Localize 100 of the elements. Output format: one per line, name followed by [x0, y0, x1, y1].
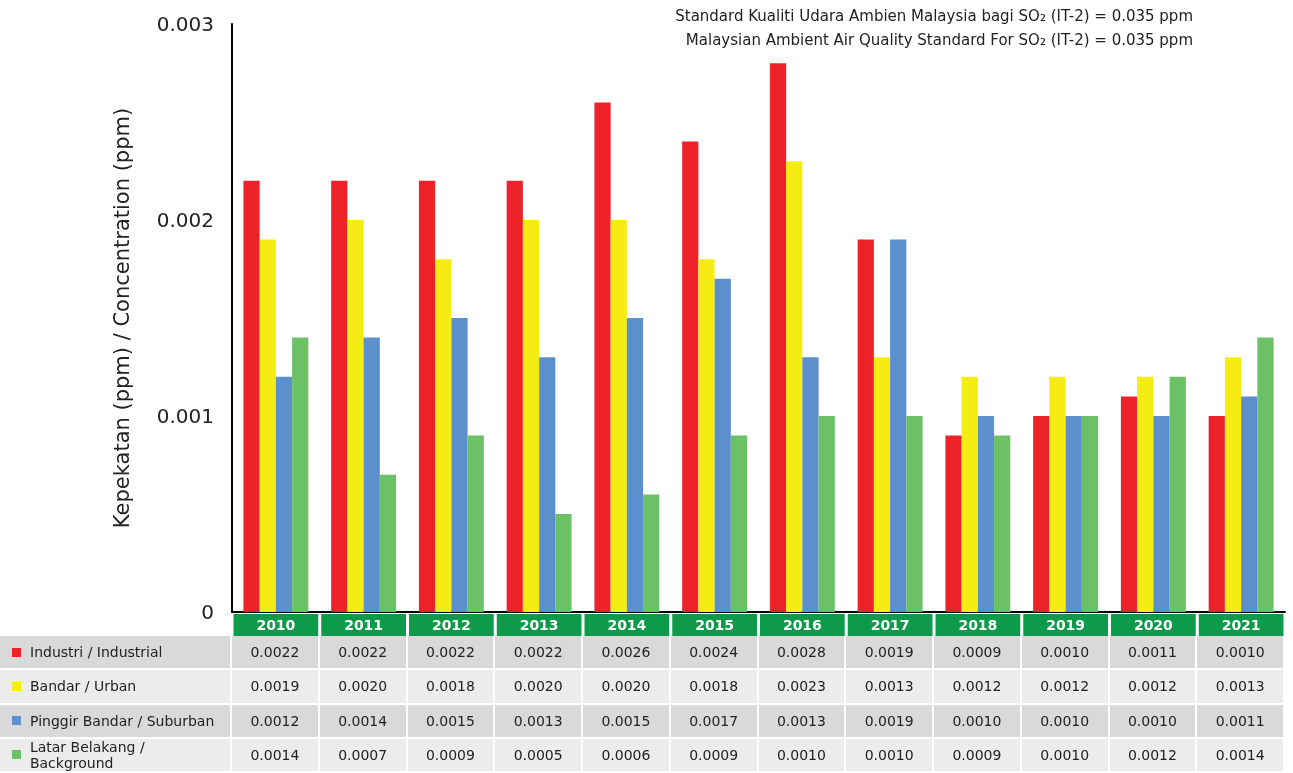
data-label: 0.0013 [1197, 670, 1285, 703]
data-label: 0.0010 [1109, 704, 1198, 737]
x-tick-label: 2017 [870, 617, 910, 633]
data-label: 0.0014 [232, 738, 320, 771]
bar [1169, 376, 1186, 612]
y-tick-label: 0 [201, 600, 214, 624]
bar [275, 376, 293, 612]
x-tick-label: 2016 [782, 617, 822, 633]
bar [890, 239, 907, 612]
x-tick-label: 2010 [256, 617, 296, 633]
x-tick-label: 2014 [607, 617, 647, 633]
x-tick-label: 2013 [519, 617, 559, 633]
bar [1033, 416, 1050, 612]
data-label: 0.0020 [319, 670, 408, 703]
bar [802, 357, 819, 612]
x-tick-label: 2018 [958, 617, 998, 633]
bar [506, 180, 523, 612]
bar [539, 357, 556, 612]
bar [1049, 376, 1066, 612]
bar [857, 239, 874, 612]
bar [1065, 416, 1082, 612]
data-label: 0.0010 [1021, 738, 1110, 771]
bar [643, 494, 660, 612]
x-tick-label: 2020 [1133, 617, 1174, 633]
data-label: 0.0022 [232, 636, 320, 669]
data-label: 0.0019 [846, 636, 934, 669]
data-label: 0.0022 [319, 636, 408, 669]
bar [1137, 376, 1154, 612]
bar [698, 259, 715, 612]
data-label: 0.0026 [583, 636, 671, 669]
bar [594, 102, 611, 612]
data-label: 0.0018 [407, 670, 496, 703]
bar [610, 220, 627, 612]
data-label: 0.0022 [407, 636, 496, 669]
x-tick-label: 2019 [1046, 617, 1086, 633]
data-label: 0.0009 [934, 738, 1022, 771]
bar [259, 239, 276, 612]
data-label: 0.0020 [495, 670, 583, 703]
bar [682, 141, 699, 612]
y-tick-label: 0.001 [156, 404, 214, 428]
annotation: Standard Kualiti Udara Ambien Malaysia bagi SO₂ (IT-2) = 0.035 ppm [675, 6, 1193, 25]
data-label: 0.0015 [407, 704, 496, 737]
data-label: 0.0017 [670, 704, 759, 737]
data-label: 0.0006 [583, 738, 671, 771]
bar [1224, 357, 1242, 612]
data-label: 0.0014 [1197, 738, 1285, 771]
data-label: 0.0011 [1109, 636, 1198, 669]
data-label: 0.0028 [758, 636, 847, 669]
bar [626, 318, 644, 612]
bar [769, 63, 787, 612]
y-tick-label: 0.002 [156, 208, 214, 232]
data-label: 0.0018 [670, 670, 759, 703]
data-label: 0.0010 [1021, 636, 1110, 669]
data-label: 0.0019 [232, 670, 320, 703]
data-label: 0.0015 [583, 704, 671, 737]
data-label: 0.0009 [670, 738, 759, 771]
bar [945, 435, 962, 612]
data-label: 0.0011 [1197, 704, 1285, 737]
data-label: 0.0009 [934, 636, 1022, 669]
bar [714, 278, 731, 612]
legend-label: Industri / Industrial [30, 644, 163, 661]
data-label: 0.0013 [758, 704, 847, 737]
bar [786, 161, 803, 612]
bar [243, 180, 260, 612]
bar [1241, 396, 1258, 612]
data-label: 0.0012 [1109, 738, 1198, 771]
data-label: 0.0024 [670, 636, 759, 669]
bar [555, 514, 572, 612]
y-tick-label: 0.003 [156, 12, 214, 36]
data-label: 0.0013 [495, 704, 583, 737]
data-label: 0.0019 [846, 704, 934, 737]
data-label: 0.0012 [232, 704, 320, 737]
data-label: 0.0005 [495, 738, 583, 771]
legend-label: Latar Belakang / Background [29, 738, 146, 771]
data-label: 0.0013 [846, 670, 934, 703]
bar [292, 337, 309, 612]
bar [467, 435, 484, 612]
bar [418, 180, 436, 612]
bar [347, 220, 364, 612]
annotation: Malaysian Ambient Air Quality Standard For SO₂ (IT-2) = 0.035 ppm [685, 30, 1194, 49]
data-label: 0.0022 [495, 636, 583, 669]
data-label: 0.0010 [846, 738, 934, 771]
y-axis-title: Kepekatan (ppm) / Concentration (ppm) [109, 107, 134, 529]
bar [994, 435, 1011, 612]
bar [1257, 337, 1274, 612]
data-label: 0.0020 [583, 670, 671, 703]
legend-label: Bandar / Urban [30, 678, 137, 695]
bar [906, 416, 923, 612]
data-label: 0.0014 [319, 704, 408, 737]
bar [1081, 416, 1099, 612]
bar [1153, 416, 1170, 612]
data-label: 0.0023 [758, 670, 847, 703]
bar [1120, 396, 1138, 612]
data-label: 0.0010 [758, 738, 847, 771]
bar [331, 180, 348, 612]
legend-label: Pinggir Bandar / Suburban [30, 712, 215, 729]
data-label: 0.0012 [1109, 670, 1198, 703]
x-tick-label: 2021 [1221, 617, 1261, 633]
bar [522, 220, 540, 612]
bar [363, 337, 380, 612]
